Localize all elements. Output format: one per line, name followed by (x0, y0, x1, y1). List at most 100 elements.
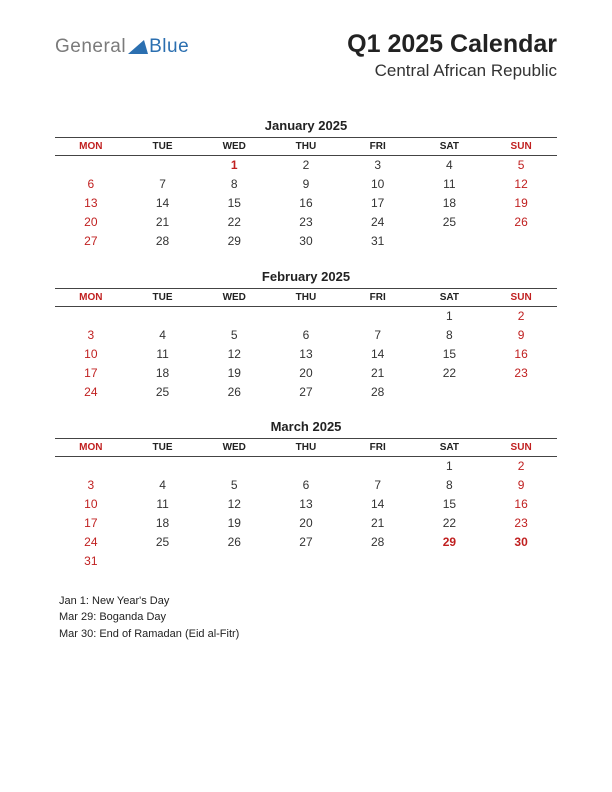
calendar-cell: 20 (270, 363, 342, 382)
calendar-cell: 16 (485, 344, 557, 363)
calendar-cell: 16 (270, 194, 342, 213)
month-title: January 2025 (55, 118, 557, 133)
calendar-cell: 9 (485, 476, 557, 495)
calendar-cell: 10 (55, 495, 127, 514)
calendar-cell: 17 (342, 194, 414, 213)
day-header: MON (55, 138, 127, 156)
day-header: WED (198, 288, 270, 306)
day-header: FRI (342, 439, 414, 457)
day-header: FRI (342, 138, 414, 156)
calendar-row: 12 (55, 457, 557, 476)
calendar-row: 10111213141516 (55, 495, 557, 514)
calendar-cell: 12 (198, 344, 270, 363)
calendar-cell: 2 (270, 156, 342, 175)
calendar-cell: 22 (414, 514, 486, 533)
day-header: THU (270, 439, 342, 457)
calendar-cell: 6 (55, 175, 127, 194)
calendar-cell (342, 306, 414, 325)
calendar-cell: 11 (414, 175, 486, 194)
calendar-table: MONTUEWEDTHUFRISATSUN1234567891011121314… (55, 438, 557, 571)
calendar-cell: 26 (485, 213, 557, 232)
calendar-row: 17181920212223 (55, 363, 557, 382)
holiday-item: Mar 30: End of Ramadan (Eid al-Fitr) (59, 626, 557, 643)
month-title: March 2025 (55, 419, 557, 434)
calendar-cell: 12 (198, 495, 270, 514)
calendar-cell (270, 306, 342, 325)
calendar-row: 3456789 (55, 476, 557, 495)
calendar-cell (342, 457, 414, 476)
calendar-cell: 5 (485, 156, 557, 175)
calendar-cell: 1 (414, 457, 486, 476)
calendar-cell (198, 552, 270, 571)
calendar-cell: 7 (342, 476, 414, 495)
calendar-cell (127, 156, 199, 175)
day-header: MON (55, 288, 127, 306)
calendar-cell: 7 (127, 175, 199, 194)
calendar-row: 12 (55, 306, 557, 325)
calendar-cell: 30 (270, 232, 342, 251)
calendar-cell: 2 (485, 457, 557, 476)
calendar-cell: 11 (127, 344, 199, 363)
calendar-cell: 4 (414, 156, 486, 175)
calendar-cell: 17 (55, 363, 127, 382)
calendar-table: MONTUEWEDTHUFRISATSUN1234567891011121314… (55, 288, 557, 402)
calendar-cell: 8 (198, 175, 270, 194)
calendar-cell: 13 (270, 344, 342, 363)
logo-triangle-icon (128, 38, 148, 60)
day-header: WED (198, 439, 270, 457)
day-header: TUE (127, 288, 199, 306)
calendar-cell: 6 (270, 476, 342, 495)
calendar-cell: 13 (55, 194, 127, 213)
calendar-cell: 18 (127, 514, 199, 533)
calendar-cell (127, 457, 199, 476)
calendar-cell: 6 (270, 325, 342, 344)
calendar-row: 24252627282930 (55, 533, 557, 552)
calendar-cell: 8 (414, 476, 486, 495)
calendar-cell (127, 306, 199, 325)
holiday-item: Jan 1: New Year's Day (59, 593, 557, 610)
calendar-cell: 2 (485, 306, 557, 325)
calendar-cell: 26 (198, 382, 270, 401)
day-header: THU (270, 288, 342, 306)
calendar-cell: 1 (198, 156, 270, 175)
calendar-cell: 16 (485, 495, 557, 514)
calendar-cell (198, 306, 270, 325)
calendar-cell (485, 382, 557, 401)
header: General Blue Q1 2025 Calendar Central Af… (55, 30, 557, 100)
day-header: SUN (485, 439, 557, 457)
day-header: SAT (414, 138, 486, 156)
calendar-cell: 10 (342, 175, 414, 194)
calendar-cell: 18 (127, 363, 199, 382)
month-block: February 2025MONTUEWEDTHUFRISATSUN123456… (55, 269, 557, 402)
calendar-cell: 15 (198, 194, 270, 213)
calendar-cell: 23 (270, 213, 342, 232)
day-header: SUN (485, 288, 557, 306)
calendar-cell: 15 (414, 495, 486, 514)
month-title: February 2025 (55, 269, 557, 284)
day-header: WED (198, 138, 270, 156)
calendar-cell: 25 (127, 382, 199, 401)
calendar-cell: 21 (342, 514, 414, 533)
calendar-cell: 30 (485, 533, 557, 552)
calendar-cell: 5 (198, 476, 270, 495)
calendar-cell: 11 (127, 495, 199, 514)
calendar-cell: 28 (127, 232, 199, 251)
calendar-cell: 29 (198, 232, 270, 251)
calendar-row: 13141516171819 (55, 194, 557, 213)
calendar-cell: 29 (414, 533, 486, 552)
day-header: TUE (127, 439, 199, 457)
calendar-cell (414, 552, 486, 571)
calendar-cell (414, 232, 486, 251)
calendar-row: 3456789 (55, 325, 557, 344)
calendar-cell: 23 (485, 514, 557, 533)
calendar-cell (485, 232, 557, 251)
holiday-item: Mar 29: Boganda Day (59, 609, 557, 626)
calendar-cell: 14 (342, 495, 414, 514)
day-header: TUE (127, 138, 199, 156)
calendar-cell: 20 (270, 514, 342, 533)
calendar-cell: 27 (270, 533, 342, 552)
month-block: March 2025MONTUEWEDTHUFRISATSUN123456789… (55, 419, 557, 571)
calendar-cell: 21 (127, 213, 199, 232)
calendar-cell: 3 (342, 156, 414, 175)
logo-word2: Blue (149, 36, 189, 58)
